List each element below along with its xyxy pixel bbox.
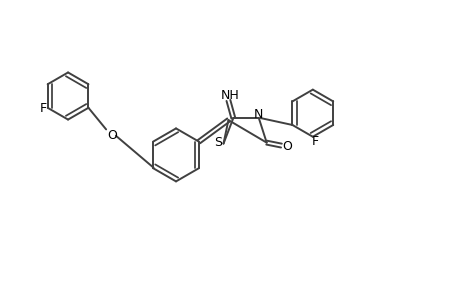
Text: F: F: [312, 135, 319, 148]
Text: F: F: [39, 102, 47, 115]
Text: O: O: [281, 140, 291, 153]
Text: N: N: [254, 108, 263, 121]
Text: O: O: [107, 129, 117, 142]
Text: S: S: [213, 136, 222, 149]
Text: NH: NH: [220, 88, 239, 101]
